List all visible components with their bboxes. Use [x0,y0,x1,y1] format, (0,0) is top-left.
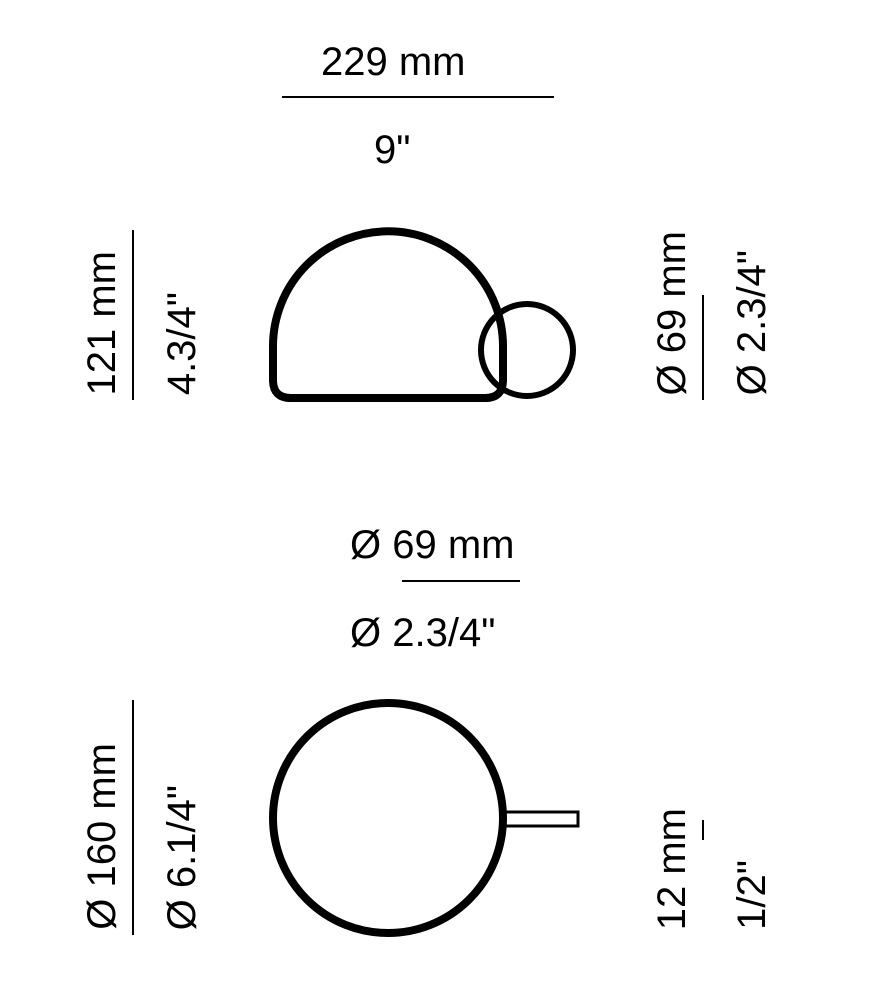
label-small-dia-in: Ø 2.3/4" [730,250,775,395]
label-bottom-dia-in: Ø 6.1/4" [160,785,205,930]
label-mid-dia-in: Ø 2.3/4" [350,611,495,656]
label-width-in: 9" [374,128,410,173]
label-height-mm: 121 mm [80,251,125,396]
label-width-mm: 229 mm [321,40,466,85]
label-mid-dia-mm: Ø 69 mm [350,523,514,568]
label-bottom-dia-mm: Ø 160 mm [80,743,125,930]
label-small-dia-mm: Ø 69 mm [650,231,695,395]
label-stem-in: 1/2" [730,860,775,930]
label-height-in: 4.3/4" [160,292,205,395]
label-stem-mm: 12 mm [650,808,695,930]
